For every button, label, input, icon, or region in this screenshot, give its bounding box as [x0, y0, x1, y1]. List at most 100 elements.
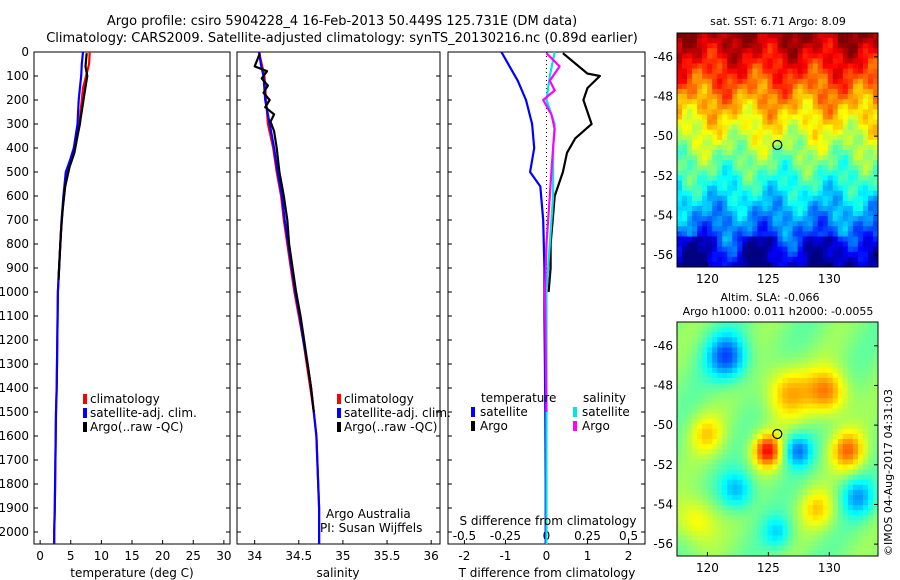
top-tick-label: 0.25 — [574, 529, 601, 543]
map-y-tick-label: -48 — [653, 89, 673, 103]
depth-tick-label: 900 — [6, 261, 29, 275]
depth-tick-label: 1200 — [0, 333, 29, 347]
depth-tick-label: 1800 — [0, 477, 29, 491]
temperature-panel: 0100200300400500600700800900100011001200… — [0, 45, 232, 580]
x-tick-label: 20 — [155, 549, 170, 563]
x-tick-label: 30 — [216, 549, 231, 563]
depth-tick-label: 600 — [6, 189, 29, 203]
legend-swatch-satellite-adj — [337, 408, 341, 418]
map-x-tick-label: 125 — [757, 272, 780, 286]
depth-tick-label: 1400 — [0, 381, 29, 395]
depth-tick-label: 1700 — [0, 453, 29, 467]
x-tick-label: -2 — [458, 549, 470, 563]
depth-tick-label: 500 — [6, 165, 29, 179]
series-line-2 — [253, 52, 315, 413]
credit-line1: Argo Australia — [326, 507, 411, 521]
figure-title-line1: Argo profile: csiro 5904228_4 16-Feb-201… — [107, 14, 577, 29]
series-line-3 — [542, 52, 561, 413]
series-line-0 — [258, 51, 321, 544]
sst-map-title: sat. SST: 6.71 Argo: 8.09 — [710, 15, 846, 28]
depth-tick-label: 1100 — [0, 309, 29, 323]
x-tick-label: 2 — [625, 549, 633, 563]
map-y-tick-label: -56 — [653, 248, 673, 262]
x-tick-label: -1 — [499, 549, 511, 563]
map-x-tick-label: 125 — [757, 561, 780, 575]
legend-swatch-argo — [337, 422, 341, 432]
legend-swatch-satellite-adj — [83, 408, 87, 418]
salinity-panel: 34 34.5 35 35.5 36 salinity climatology sate… — [236, 51, 451, 580]
x-tick-label: 25 — [186, 549, 201, 563]
legend-label-argo: Argo(..raw -QC) — [344, 420, 437, 434]
salinity-y-ticks — [237, 51, 440, 533]
temperature-legend: climatology satellite-adj. clim. Argo(..… — [83, 392, 197, 434]
sla-map-panel: Altim. SLA: -0.066 Argo h1000: 0.011 h20… — [653, 291, 879, 575]
temperature-plot-frame — [33, 51, 231, 545]
credit-line2: PI: Susan Wijffels — [320, 521, 422, 535]
legend-label-t-argo: Argo — [480, 419, 508, 433]
temperature-x-axis: 0 5 10 15 20 25 30 — [36, 540, 232, 563]
map-y-tick-label: -46 — [653, 50, 673, 64]
legend-header-salinity: salinity — [583, 391, 626, 405]
copyright-timestamp: ©IMOS 04-Aug-2017 04:31:03 — [882, 389, 895, 556]
depth-tick-label: 300 — [6, 117, 29, 131]
x-tick-label: 35.5 — [374, 549, 401, 563]
x-tick-label: 10 — [94, 549, 109, 563]
float-location-marker — [772, 139, 783, 151]
series-line-0 — [500, 51, 547, 544]
sst-heatmap — [677, 33, 879, 268]
map-y-tick-label: -46 — [653, 339, 673, 353]
x-tick-label: 0 — [36, 549, 44, 563]
legend-label-climatology: climatology — [344, 392, 414, 406]
legend-label-satellite-adj: satellite-adj. clim. — [90, 406, 197, 420]
top-tick-label: -0.5 — [453, 529, 476, 543]
map-y-tick-label: -52 — [653, 458, 673, 472]
salinity-x-axis: 34 34.5 35 35.5 36 — [247, 540, 439, 563]
difference-axis-label: T difference from climatology — [458, 566, 636, 580]
series-line-0 — [53, 51, 91, 544]
float-location-marker — [772, 428, 783, 440]
difference-y-ticks — [448, 51, 645, 533]
map-y-tick-label: -56 — [653, 537, 673, 551]
map-y-tick-label: -48 — [653, 378, 673, 392]
series-line-1 — [547, 52, 601, 293]
depth-tick-label: 1600 — [0, 429, 29, 443]
map-y-tick-label: -54 — [653, 208, 673, 222]
legend-header-temperature: temperature — [481, 391, 556, 405]
depth-tick-label: 700 — [6, 213, 29, 227]
legend-swatch-s-satellite — [573, 407, 577, 417]
legend-label-satellite-adj: satellite-adj. clim. — [344, 406, 451, 420]
legend-swatch-t-satellite — [471, 407, 475, 417]
top-tick-label: -0.25 — [490, 529, 521, 543]
temperature-axis-label: temperature (deg C) — [70, 566, 193, 580]
legend-label-s-argo: Argo — [582, 419, 610, 433]
salinity-series — [253, 51, 321, 544]
x-tick-label: 15 — [124, 549, 139, 563]
top-tick-label: 0.5 — [619, 529, 638, 543]
top-axis-label: S difference from climatology — [460, 514, 637, 528]
salinity-axis-label: salinity — [316, 566, 359, 580]
difference-legend: temperature salinity satellite Argo sate… — [471, 391, 630, 433]
x-tick-label: 0 — [543, 549, 551, 563]
legend-swatch-climatology — [337, 394, 341, 404]
series-line-2 — [57, 53, 89, 281]
difference-series — [500, 51, 601, 544]
sst-map-frame — [676, 32, 879, 268]
x-tick-label: 34 — [247, 549, 262, 563]
depth-tick-label: 1300 — [0, 357, 29, 371]
legend-label-t-satellite: satellite — [480, 405, 528, 419]
sla-map-frame — [676, 321, 879, 557]
figure-title-line2: Climatology: CARS2009. Satellite-adjuste… — [46, 31, 638, 46]
legend-swatch-s-argo — [573, 421, 577, 431]
x-tick-label: 1 — [584, 549, 592, 563]
depth-tick-label: 400 — [6, 141, 29, 155]
map-y-tick-label: -50 — [653, 418, 673, 432]
depth-axis: 0 100 200 300 400 500 600 700 800 900 1000 1100 1200… — [0, 45, 230, 539]
legend-swatch-climatology — [83, 394, 87, 404]
sst-map-axes: 120 125 130 -46 -48 -50 -52 -54 -56 — [653, 50, 878, 286]
sla-map-axes: 120 125 130 -46 -48 -50 -52 -54 -56 — [653, 339, 878, 575]
depth-tick-label: 1000 — [0, 285, 29, 299]
depth-tick-label: 1500 — [0, 405, 29, 419]
sla-map-title-line1: Altim. SLA: -0.066 — [720, 291, 819, 304]
